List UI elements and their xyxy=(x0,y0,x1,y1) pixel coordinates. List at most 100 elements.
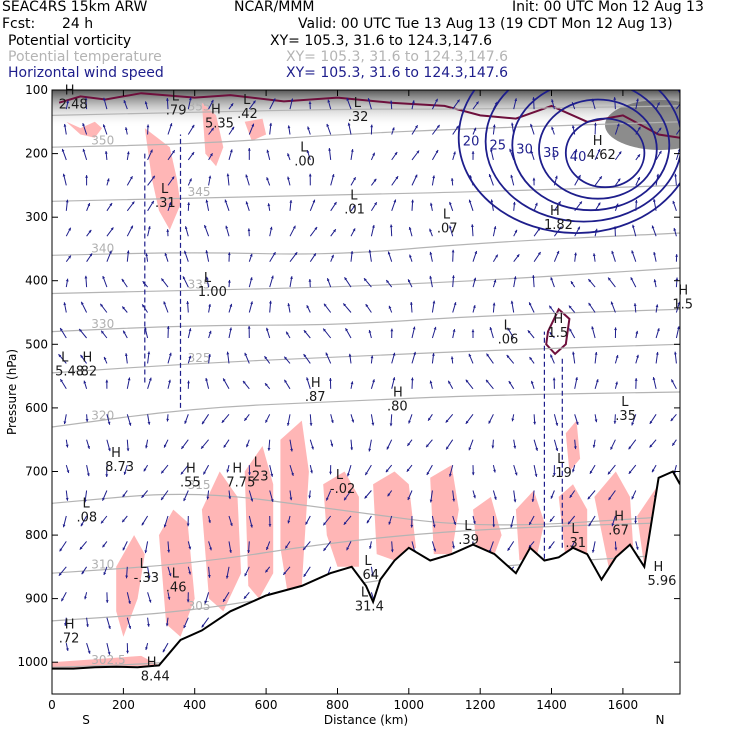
wind-vector-head xyxy=(141,494,145,498)
wind-vector-head xyxy=(227,279,231,283)
wind-vector-head xyxy=(449,201,452,205)
wind-vector-head xyxy=(130,225,133,229)
wind-vector-head xyxy=(415,125,418,129)
wind-vector-head xyxy=(364,278,367,282)
isentrope-label: 355 xyxy=(188,99,211,113)
wind-vector-head xyxy=(615,381,618,385)
wind-speed-contour-25 xyxy=(484,90,680,223)
wind-vector-head xyxy=(386,446,390,450)
wind-vector-head xyxy=(286,422,290,426)
x-tick-label: 600 xyxy=(255,698,278,712)
wind-vector-head xyxy=(231,126,235,130)
isentrope-label: 335 xyxy=(188,277,211,291)
pv-extremum-value: 1.82 xyxy=(544,218,573,233)
wind-vector-head xyxy=(353,177,356,181)
wind-vector-head xyxy=(635,546,639,550)
wind-vector-head xyxy=(308,495,312,499)
wind-vector-head xyxy=(184,250,187,254)
wind-vector-head xyxy=(251,123,255,127)
wind-vector-head xyxy=(307,126,310,130)
wind-vector-head xyxy=(163,524,167,528)
wind-vector-head xyxy=(594,352,598,355)
wind-vector-head xyxy=(188,97,192,101)
wind-vector-head xyxy=(324,303,327,307)
wind-vector-head xyxy=(201,624,205,628)
wind-vector-head xyxy=(272,252,276,256)
wind-vector-head xyxy=(229,523,233,526)
wind-vector-head xyxy=(181,445,185,449)
pv-extremum-value: 1.5 xyxy=(672,298,693,313)
wind-vector-head xyxy=(184,226,188,230)
wind-vector-head xyxy=(108,626,111,629)
wind-vector-head xyxy=(492,124,496,128)
wind-vector-head xyxy=(104,151,108,154)
wind-vector-head xyxy=(229,149,233,153)
wind-vector-head xyxy=(65,199,69,203)
pv-extremum-value: .08 xyxy=(77,511,98,526)
wind-vector-head xyxy=(346,547,350,551)
wind-vector-head xyxy=(513,499,517,503)
wind-vector-head xyxy=(617,178,621,182)
wind-vector-head xyxy=(290,98,294,102)
wind-vector-head xyxy=(491,445,495,449)
pv-extremum-value: 2.48 xyxy=(59,97,88,112)
wind-vector-head xyxy=(84,97,88,101)
wind-vector-head xyxy=(103,97,106,101)
wind-vector-head xyxy=(493,469,496,473)
wind-vector-head xyxy=(675,277,679,281)
wind-vector-head xyxy=(191,152,195,156)
wind-vector-head xyxy=(651,225,655,229)
wind-vector-head xyxy=(486,353,490,357)
pv-extremum-value: .46 xyxy=(166,581,187,596)
wind-vector-head xyxy=(616,123,620,127)
wind-vector-head xyxy=(145,253,149,257)
pv-extremum-value: .42 xyxy=(237,107,258,122)
wind-vector-head xyxy=(475,101,479,105)
wind-vector-head xyxy=(163,444,167,448)
wind-vector-head xyxy=(287,176,290,180)
wind-vector-head xyxy=(63,302,67,306)
model-title: SEAC4RS 15km ARW xyxy=(2,0,148,15)
wind-vector-head xyxy=(407,497,411,500)
pv-extremum-low: L xyxy=(172,567,180,582)
wind-vector-head xyxy=(372,225,375,228)
pv-extremum-value: 4.62 xyxy=(587,148,616,163)
wind-vector-head xyxy=(264,356,268,360)
wind-vector-head xyxy=(408,227,412,230)
wind-vector-head xyxy=(126,250,130,254)
wind-vector-head xyxy=(633,303,637,306)
wind-vector-head xyxy=(308,101,312,104)
wind-vector-head xyxy=(433,326,437,330)
wind-vector-head xyxy=(187,380,190,384)
wind-vector-head xyxy=(445,419,449,423)
pv-extremum-value: 5.48 xyxy=(55,364,84,379)
wind-vector-head xyxy=(68,227,71,231)
wind-vector-head xyxy=(569,328,572,332)
wind-vector-head xyxy=(186,301,190,304)
wind-vector-head xyxy=(534,202,538,206)
wind-vector-head xyxy=(429,380,433,384)
wind-vector-head xyxy=(248,472,251,476)
pv-extremum-value: .72 xyxy=(59,631,80,646)
wind-vector-head xyxy=(371,573,374,577)
wind-vector-head xyxy=(343,303,347,307)
pv-extremum-low: L xyxy=(172,90,180,105)
wind-vector-head xyxy=(191,124,195,128)
pv-extremum-high: H xyxy=(65,617,75,632)
wind-vector-head xyxy=(165,623,169,627)
wind-vector-head xyxy=(451,249,455,253)
wind-vector-head xyxy=(649,444,653,448)
wind-vector-head xyxy=(346,97,350,101)
wind-vector-head xyxy=(68,255,71,259)
wind-vector-head xyxy=(226,351,230,355)
y-tick-label: 300 xyxy=(25,210,48,224)
wind-vector-head xyxy=(568,305,572,309)
wind-vector-head xyxy=(385,469,389,473)
valid-time: Valid: 00 UTC Tue 13 Aug 13 (19 CDT Mon … xyxy=(298,16,673,32)
wind-vector-head xyxy=(410,302,413,305)
pv-extremum-value: 1.00 xyxy=(198,285,227,300)
wind-vector-head xyxy=(267,203,271,207)
wind-vector-head xyxy=(370,124,374,128)
isentrope-310 xyxy=(52,521,680,574)
wind-vector-head xyxy=(292,225,296,229)
